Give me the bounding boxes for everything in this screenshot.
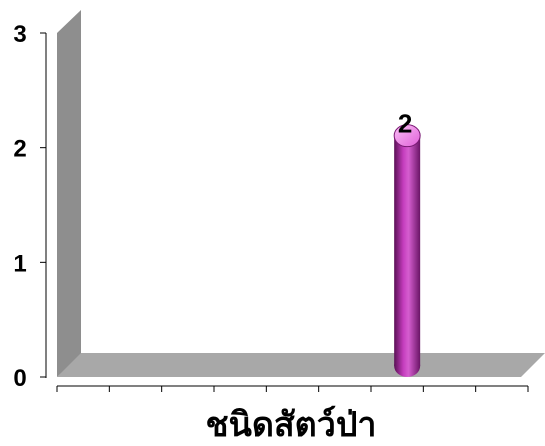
bars: 2 xyxy=(393,109,421,377)
bar-data-label: 2 xyxy=(398,109,412,139)
bar-top xyxy=(393,124,421,148)
y-tick-label: 2 xyxy=(13,136,26,163)
x-axis-title: ชนิดสัตว์ป่า xyxy=(206,405,377,445)
x-ticks xyxy=(56,386,529,392)
bar-body xyxy=(394,135,421,366)
y-tick-label: 3 xyxy=(13,21,26,48)
chart-floor xyxy=(57,353,545,377)
chart-back-wall xyxy=(57,10,81,377)
y-ticks: 0 1 2 3 xyxy=(13,21,46,392)
y-tick-label: 0 xyxy=(13,365,26,392)
bar xyxy=(393,124,421,377)
bar-base xyxy=(394,355,421,377)
y-tick-label: 1 xyxy=(13,250,26,277)
